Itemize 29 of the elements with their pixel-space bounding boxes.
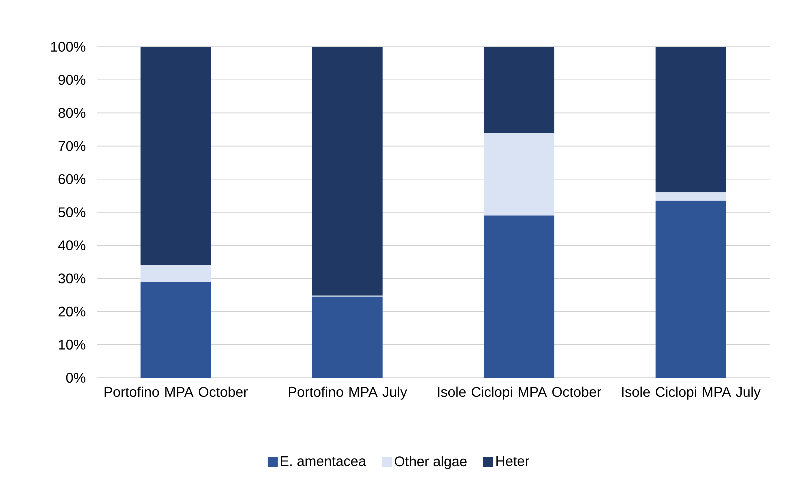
bar — [484, 216, 555, 378]
x-tick-label: Isole Ciclopi MPA July — [622, 386, 761, 400]
bar — [484, 46, 555, 134]
bar — [484, 133, 555, 216]
bar — [140, 265, 212, 282]
x-tick-label: Portofino MPA July — [289, 386, 408, 400]
y-tick-label: 0% — [66, 373, 86, 383]
y-tick-label: 100% — [51, 42, 86, 52]
x-tick-label: Portofino MPA October — [104, 386, 248, 398]
bar — [656, 200, 726, 378]
bar — [140, 282, 212, 378]
legend-label: Heter — [496, 456, 530, 466]
y-tick-label: 90% — [58, 75, 86, 86]
y-tick-label: 20% — [58, 306, 86, 317]
legend-label: Other algae — [395, 456, 467, 470]
bar — [312, 296, 383, 378]
x-tick-label: Isole Ciclopi MPA October — [438, 386, 602, 400]
y-tick-label: 50% — [58, 208, 86, 218]
y-tick-label: 30% — [58, 274, 86, 284]
y-tick-label: 60% — [58, 174, 86, 184]
bar — [312, 46, 383, 296]
y-tick-label: 70% — [58, 141, 86, 152]
bar — [140, 46, 212, 266]
bar — [656, 46, 726, 193]
y-tick-label: 10% — [59, 340, 86, 350]
bar — [656, 192, 726, 201]
y-tick-label: 40% — [58, 240, 86, 251]
legend-label: E. amentacea — [281, 456, 366, 466]
y-tick-label: 80% — [58, 108, 86, 118]
